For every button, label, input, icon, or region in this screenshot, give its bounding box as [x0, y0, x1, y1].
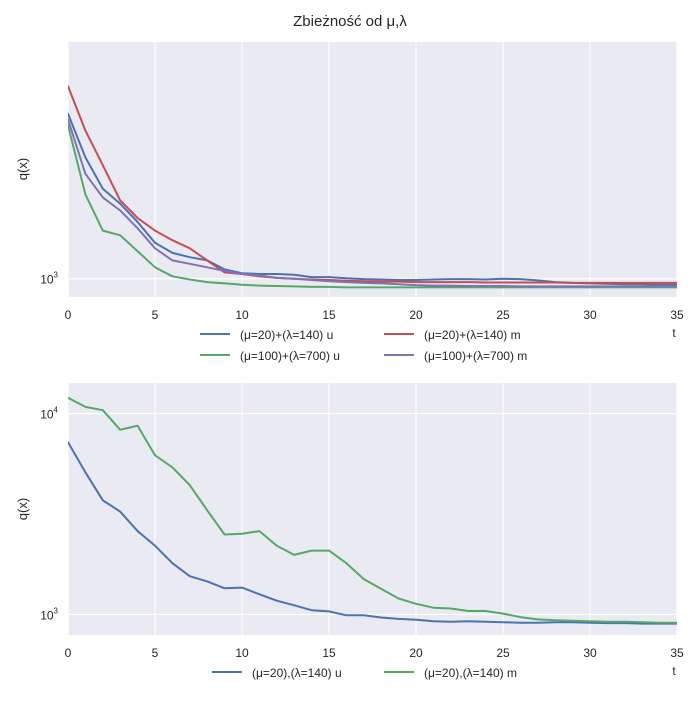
legend-entry: (μ=20),(λ=140) u: [252, 666, 342, 680]
x-tick-label: 35: [670, 308, 684, 322]
x-tick-label: 10: [235, 308, 249, 322]
figure-title: Zbieżność od μ,λ: [293, 13, 407, 30]
y-axis-label: q(x): [15, 498, 30, 520]
series-line: [68, 441, 677, 625]
x-tick-label: 25: [496, 646, 510, 660]
x-tick-label: 15: [322, 646, 336, 660]
x-tick-label: 5: [152, 308, 159, 322]
x-tick-label: 0: [65, 646, 72, 660]
series-line: [68, 396, 677, 624]
legend: (μ=20),(λ=140) u (μ=20),(λ=140) m: [212, 666, 517, 680]
x-tick-label: 30: [583, 646, 597, 660]
series-line: [68, 118, 677, 288]
series-group: [68, 396, 677, 625]
series-group: [68, 85, 677, 289]
legend: (μ=20)+(λ=140) u (μ=20)+(λ=140) m (μ=100)+…: [200, 328, 527, 363]
series-line: [68, 85, 677, 284]
x-axis-label: t: [672, 326, 676, 340]
x-axis-label: t: [672, 664, 676, 678]
chart-bottom: 0 5 10 15 20 25 30 35 103 104 t q(x) (μ=20),(λ=140) …: [15, 383, 684, 680]
x-tick-label: 0: [65, 308, 72, 322]
y-tick-label: 103: [40, 606, 58, 622]
x-tick-label: 15: [322, 308, 336, 322]
x-tick-label: 35: [670, 646, 684, 660]
x-tick-label: 30: [583, 308, 597, 322]
y-tick-label: 103: [40, 271, 58, 287]
x-tick-label: 10: [235, 646, 249, 660]
x-tick-label: 25: [496, 308, 510, 322]
legend-entry: (μ=100)+(λ=700) u: [240, 349, 340, 363]
grid: [67, 383, 678, 635]
y-tick-label: 104: [40, 406, 58, 422]
plot-area: [68, 42, 677, 297]
plot-area: [68, 383, 677, 635]
x-tick-label: 20: [409, 308, 423, 322]
legend-entry: (μ=20)+(λ=140) m: [424, 328, 521, 342]
x-tick-label: 5: [152, 646, 159, 660]
legend-entry: (μ=100)+(λ=700) m: [424, 349, 527, 363]
y-axis-label: q(x): [15, 158, 30, 180]
legend-entry: (μ=20),(λ=140) m: [424, 666, 517, 680]
x-tick-label: 20: [409, 646, 423, 660]
legend-entry: (μ=20)+(λ=140) u: [240, 328, 333, 342]
